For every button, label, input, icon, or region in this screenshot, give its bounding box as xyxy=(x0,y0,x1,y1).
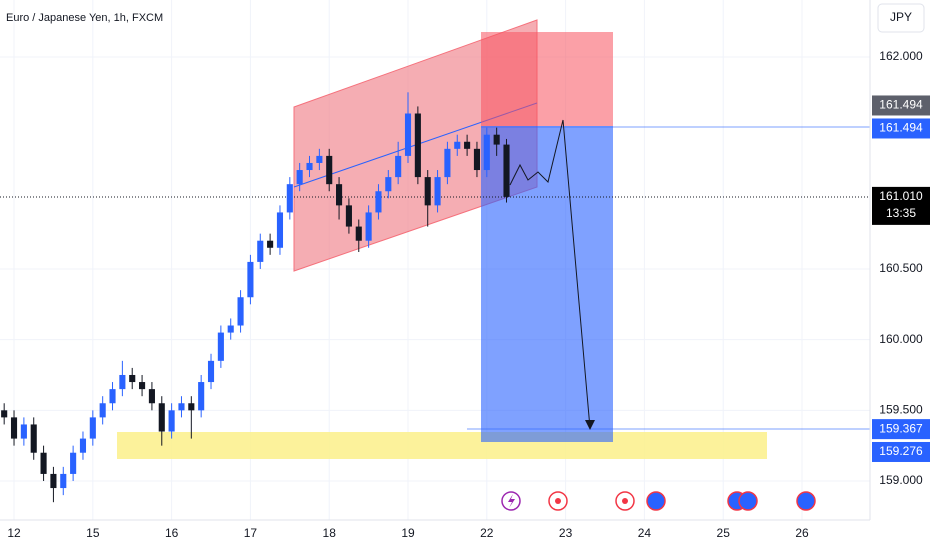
candle-body xyxy=(395,155,402,178)
candle-body xyxy=(365,212,372,241)
candle-body xyxy=(444,148,451,178)
candle-body xyxy=(129,374,136,383)
x-tick-label: 12 xyxy=(7,526,21,540)
candle-body xyxy=(257,240,264,262)
candle-body xyxy=(296,170,303,185)
candle-body xyxy=(70,452,77,474)
candle-body xyxy=(79,438,87,453)
candle-body xyxy=(198,382,205,411)
candle-body xyxy=(434,177,441,206)
event-icons xyxy=(501,491,816,511)
candle-body xyxy=(385,177,392,192)
x-tick-label: 24 xyxy=(638,526,652,540)
candle-body xyxy=(168,410,175,432)
y-tick-label: 159.500 xyxy=(879,402,923,416)
lightning xyxy=(508,494,515,508)
event-dot xyxy=(555,498,561,504)
candle-body xyxy=(207,360,215,383)
candle-body xyxy=(345,205,352,227)
candle-body xyxy=(178,403,185,411)
candle-body xyxy=(375,191,382,213)
price-label: 161.494 xyxy=(879,121,923,135)
y-tick-label: 162.000 xyxy=(879,49,923,63)
y-tick-label: 159.000 xyxy=(879,473,923,487)
price-label-box xyxy=(872,186,930,225)
candle-body xyxy=(404,113,412,156)
candle-body xyxy=(493,134,500,145)
price-label-box xyxy=(872,118,930,139)
candle-body xyxy=(20,424,27,439)
candle-body xyxy=(336,184,343,206)
candle-body xyxy=(306,162,313,171)
price-label-box xyxy=(872,95,930,116)
stop-zone xyxy=(481,32,613,126)
candle-body xyxy=(503,144,510,197)
price-label: 159.367 xyxy=(879,421,923,435)
candle-body xyxy=(50,473,57,489)
candle-body xyxy=(60,473,67,489)
candle-body xyxy=(326,155,333,185)
candle-body xyxy=(89,417,96,439)
y-tick-label: 160.000 xyxy=(879,332,923,346)
price-label: 159.276 xyxy=(879,444,923,458)
countdown: 13:35 xyxy=(886,206,916,220)
axis-labels: 159.000 159.500 160.000 160.500 162.000 12 15 1… xyxy=(7,49,930,540)
demand-zone xyxy=(117,432,767,459)
price-label: 161.010 xyxy=(879,189,923,203)
candles xyxy=(1,92,510,503)
arrow-head xyxy=(585,420,595,430)
candle-body xyxy=(454,141,461,149)
x-tick-label: 16 xyxy=(165,526,179,540)
candle-body xyxy=(109,389,116,404)
candle-body xyxy=(217,332,224,361)
candle-body xyxy=(424,177,431,206)
candle-body xyxy=(99,403,106,418)
price-label-box xyxy=(872,441,930,462)
x-tick-label: 25 xyxy=(717,526,731,540)
x-tick-label: 26 xyxy=(795,526,809,540)
event-icon[interactable] xyxy=(796,491,816,511)
x-tick-label: 15 xyxy=(86,526,100,540)
candle-body xyxy=(158,403,165,432)
candle-body xyxy=(267,240,274,248)
projection-path xyxy=(509,119,591,429)
candle-body xyxy=(473,148,481,171)
x-tick-label: 17 xyxy=(244,526,258,540)
candle-body xyxy=(148,389,155,404)
chart-title: Euro / Japanese Yen, 1h, FXCM xyxy=(6,12,163,24)
event-icon[interactable] xyxy=(646,491,666,511)
target-zone xyxy=(481,126,613,442)
candle-body xyxy=(316,155,323,163)
x-tick-label: 18 xyxy=(323,526,337,540)
currency-button[interactable] xyxy=(877,3,925,33)
candle-body xyxy=(286,184,293,213)
x-tick-label: 19 xyxy=(401,526,415,540)
price-label-box xyxy=(872,419,930,440)
candle-body xyxy=(483,134,490,171)
candle-body xyxy=(139,382,146,390)
event-icon[interactable] xyxy=(738,491,758,511)
candle-body xyxy=(119,374,126,390)
y-tick-label: 160.500 xyxy=(879,261,923,275)
candle-body xyxy=(10,417,18,439)
candle-body xyxy=(227,325,234,333)
price-label: 161.494 xyxy=(879,98,923,112)
x-tick-label: 23 xyxy=(559,526,573,540)
x-tick-label: 22 xyxy=(480,526,494,540)
candle-body xyxy=(237,297,244,326)
currency-label: JPY xyxy=(890,10,912,24)
candle-body xyxy=(247,261,254,298)
candle-body xyxy=(464,141,471,149)
candle-body xyxy=(355,226,362,241)
candle-body xyxy=(276,212,284,248)
event-dot xyxy=(622,498,628,504)
candle-body xyxy=(40,452,47,474)
candle-body xyxy=(414,113,421,178)
candle-body xyxy=(1,410,8,418)
candle-body xyxy=(188,403,195,411)
candle-body xyxy=(30,424,37,453)
